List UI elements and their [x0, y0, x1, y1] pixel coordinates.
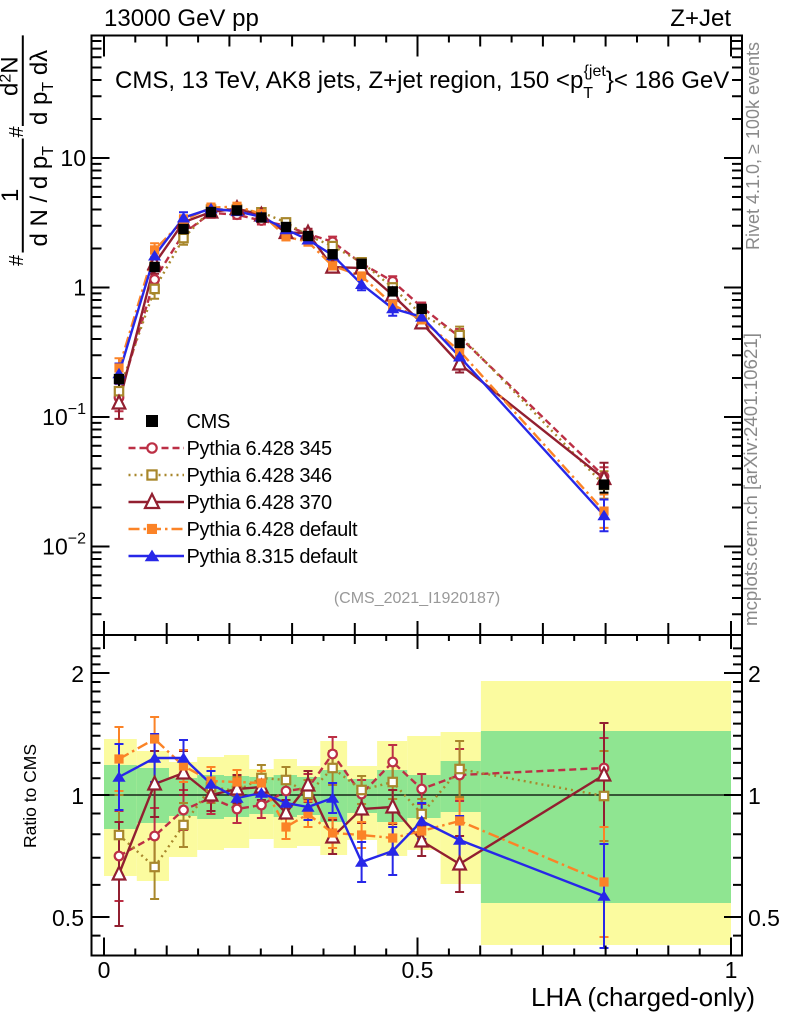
- svg-text:0.5: 0.5: [402, 957, 434, 983]
- svg-text:2: 2: [748, 661, 761, 687]
- svg-text:0.5: 0.5: [52, 905, 84, 931]
- svg-text:1: 1: [725, 957, 738, 983]
- svg-text:10−1: 10−1: [42, 401, 86, 430]
- svg-text:2: 2: [71, 661, 84, 687]
- svg-text:10: 10: [60, 145, 86, 171]
- svg-text:Pythia 6.428 345: Pythia 6.428 345: [187, 438, 332, 460]
- svg-text:Ratio to CMS: Ratio to CMS: [20, 744, 40, 848]
- svg-text:Rivet 4.1.0, ≥ 100k events: Rivet 4.1.0, ≥ 100k events: [743, 42, 763, 250]
- svg-text:10−2: 10−2: [42, 531, 86, 560]
- svg-text:d2N: d2N: [0, 56, 24, 96]
- svg-text:#: #: [6, 254, 28, 266]
- svg-text:Z+Jet: Z+Jet: [670, 5, 731, 32]
- svg-text:1: 1: [0, 189, 24, 202]
- svg-text:(CMS_2021_I1920187): (CMS_2021_I1920187): [334, 590, 500, 607]
- svg-text:mcplots.cern.ch [arXiv:2401.10: mcplots.cern.ch [arXiv:2401.10621]: [740, 333, 761, 626]
- svg-text:0: 0: [98, 957, 111, 983]
- svg-text:Pythia 6.428 default: Pythia 6.428 default: [187, 519, 359, 541]
- svg-text:0.5: 0.5: [748, 905, 780, 931]
- svg-text:LHA (charged-only): LHA (charged-only): [531, 982, 755, 1012]
- svg-text:1: 1: [748, 783, 761, 809]
- svg-text:Pythia 6.428 346: Pythia 6.428 346: [187, 465, 332, 487]
- svg-text:Pythia 6.428 370: Pythia 6.428 370: [187, 492, 332, 514]
- svg-text:13000 GeV pp: 13000 GeV pp: [104, 5, 259, 32]
- svg-text:d pT dλ: d pT dλ: [26, 50, 57, 125]
- svg-text:#: #: [6, 126, 28, 138]
- svg-text:Pythia 8.315 default: Pythia 8.315 default: [187, 546, 359, 568]
- svg-text:CMS: CMS: [187, 411, 231, 433]
- svg-text:d N / d pT: d N / d pT: [26, 146, 57, 247]
- svg-text:1: 1: [73, 275, 86, 301]
- svg-text:1: 1: [71, 783, 84, 809]
